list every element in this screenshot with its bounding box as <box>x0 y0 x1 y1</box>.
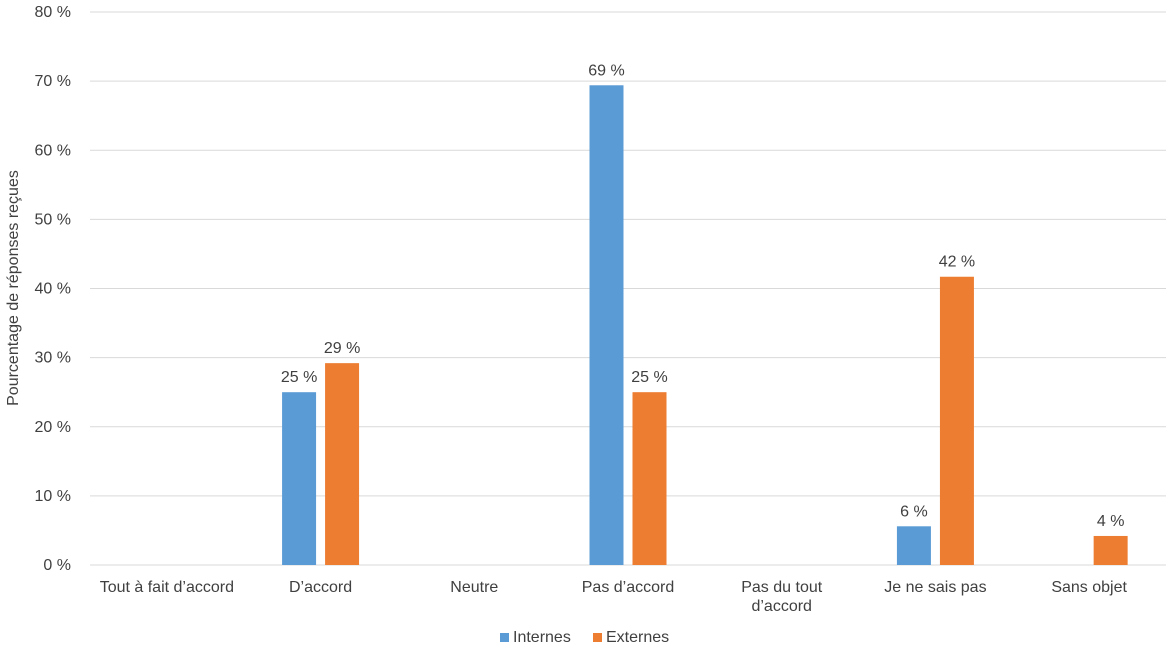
category-label: Tout à fait d’accord <box>100 579 234 596</box>
category-label: Sans objet <box>1051 579 1127 596</box>
gridlines <box>90 11 1166 566</box>
legend-label-internes: Internes <box>513 629 571 646</box>
bar-externes <box>1093 535 1128 565</box>
y-tick-label: 60 % <box>35 142 71 159</box>
legend-swatch-internes <box>500 633 509 642</box>
category-label: D’accord <box>289 579 352 596</box>
bar-internes <box>589 85 624 566</box>
y-tick-label: 80 % <box>35 4 71 21</box>
data-label: 42 % <box>939 254 975 271</box>
data-labels: 25 % 69 % 6 % 29 % 25 % 42 % 4 % <box>281 62 1125 530</box>
y-tick-label: 10 % <box>35 488 71 505</box>
legend: Internes Externes <box>500 629 669 646</box>
x-axis-categories: Tout à fait d’accord D’accord Neutre Pas d’… <box>100 579 1128 615</box>
category-label: Pas d’accord <box>582 579 675 596</box>
y-tick-label: 50 % <box>35 211 71 228</box>
bars <box>282 85 1128 566</box>
data-label: 29 % <box>324 340 360 357</box>
data-label: 4 % <box>1097 513 1125 530</box>
y-axis-title: Pourcentage de réponses reçues <box>5 170 22 406</box>
data-label: 25 % <box>631 369 667 386</box>
y-axis-ticks: 0 % 10 % 20 % 30 % 40 % 50 % 60 % 70 % 80 % <box>35 4 71 574</box>
y-tick-label: 0 % <box>43 557 71 574</box>
category-label: Neutre <box>450 579 498 596</box>
data-label: 25 % <box>281 369 317 386</box>
y-tick-label: 20 % <box>35 419 71 436</box>
data-label: 6 % <box>900 503 928 520</box>
y-tick-label: 40 % <box>35 281 71 298</box>
category-label: Pas du tout d’accord <box>741 579 823 615</box>
bar-internes <box>896 526 931 565</box>
bar-internes <box>282 392 317 565</box>
bar-externes <box>632 392 667 565</box>
legend-swatch-externes <box>593 633 602 642</box>
data-label: 69 % <box>588 62 624 79</box>
bar-externes <box>939 276 974 565</box>
y-tick-label: 30 % <box>35 350 71 367</box>
legend-label-externes: Externes <box>606 629 669 646</box>
y-tick-label: 70 % <box>35 73 71 90</box>
category-label: Je ne sais pas <box>884 579 986 596</box>
bar-externes <box>325 363 360 565</box>
